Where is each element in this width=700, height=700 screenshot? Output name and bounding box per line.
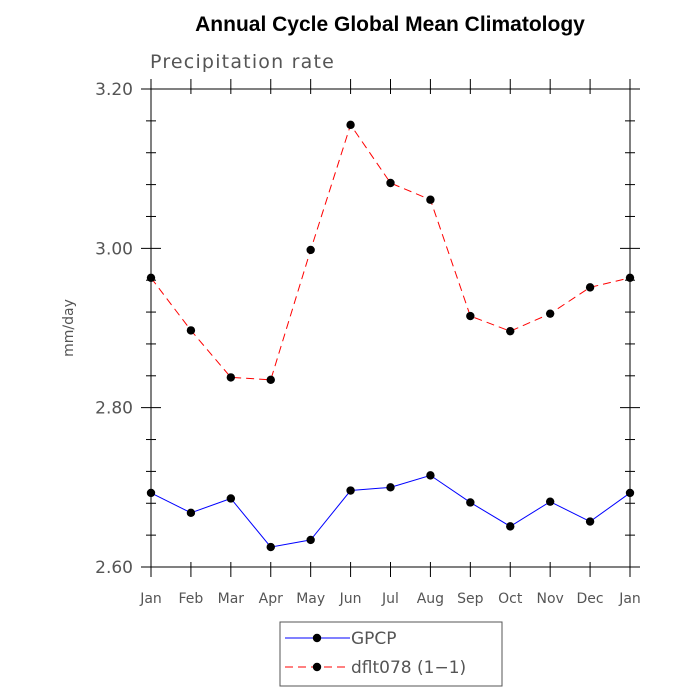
x-tick-label: Jan xyxy=(139,591,162,607)
series-1-point xyxy=(625,273,635,283)
legend-label-1: dflt078 (1−1) xyxy=(351,658,466,678)
series-1-point xyxy=(186,326,196,335)
chart-title: Annual Cycle Global Mean Climatology xyxy=(195,13,585,36)
series-0-point xyxy=(545,497,555,506)
x-tick-label: Jun xyxy=(339,591,362,607)
x-tick-label: Mar xyxy=(218,591,245,607)
series-1-point xyxy=(506,326,515,336)
series-1-point xyxy=(346,120,355,130)
legend-box xyxy=(279,621,503,687)
series-1-point xyxy=(226,373,236,382)
x-tick-label: Sep xyxy=(457,591,484,607)
series-0-point xyxy=(346,486,355,495)
series-line-1 xyxy=(150,123,631,381)
y-tick-label: 3.20 xyxy=(95,80,133,100)
x-tick-label: Jul xyxy=(381,591,399,607)
series-0-point xyxy=(226,494,236,503)
x-tick-label: Nov xyxy=(537,591,564,607)
series-0-point xyxy=(426,471,435,480)
y-tick-label: 3.00 xyxy=(95,239,133,259)
series-1-point xyxy=(585,283,595,292)
y-tick-label: 2.60 xyxy=(95,558,133,578)
legend-marker-1 xyxy=(312,662,322,672)
x-tick-label: Feb xyxy=(179,591,204,607)
series-1-point xyxy=(266,375,275,384)
x-tick-label: Apr xyxy=(259,591,283,607)
series-0-point xyxy=(306,535,315,545)
series-1-point xyxy=(306,245,315,255)
series-0-point xyxy=(266,542,275,552)
x-tick-label: Aug xyxy=(417,591,444,607)
x-tick-label: May xyxy=(296,591,325,607)
plot-frame xyxy=(150,88,631,568)
series-1-point xyxy=(386,178,395,188)
series-0-point xyxy=(186,508,196,518)
series-1-point xyxy=(426,195,435,204)
chart-subtitle: Precipitation rate xyxy=(150,51,335,73)
x-tick-label: Oct xyxy=(498,591,523,607)
series-0-point xyxy=(625,488,635,498)
x-tick-label: Dec xyxy=(577,591,604,607)
series-0-point xyxy=(506,522,515,531)
series-1-point xyxy=(545,309,555,318)
y-tick-label: 2.80 xyxy=(95,399,133,419)
series-0-point xyxy=(146,488,156,498)
y-axis-label: mm/day xyxy=(61,299,77,357)
series-0-point xyxy=(386,483,395,492)
series-1-point xyxy=(466,311,475,321)
series-0-point xyxy=(585,517,595,526)
x-tick-label: Jan xyxy=(618,591,641,607)
series-1-point xyxy=(146,273,156,283)
legend-label-0: GPCP xyxy=(351,629,397,649)
legend-marker-0 xyxy=(312,633,322,643)
series-0-point xyxy=(466,498,475,507)
